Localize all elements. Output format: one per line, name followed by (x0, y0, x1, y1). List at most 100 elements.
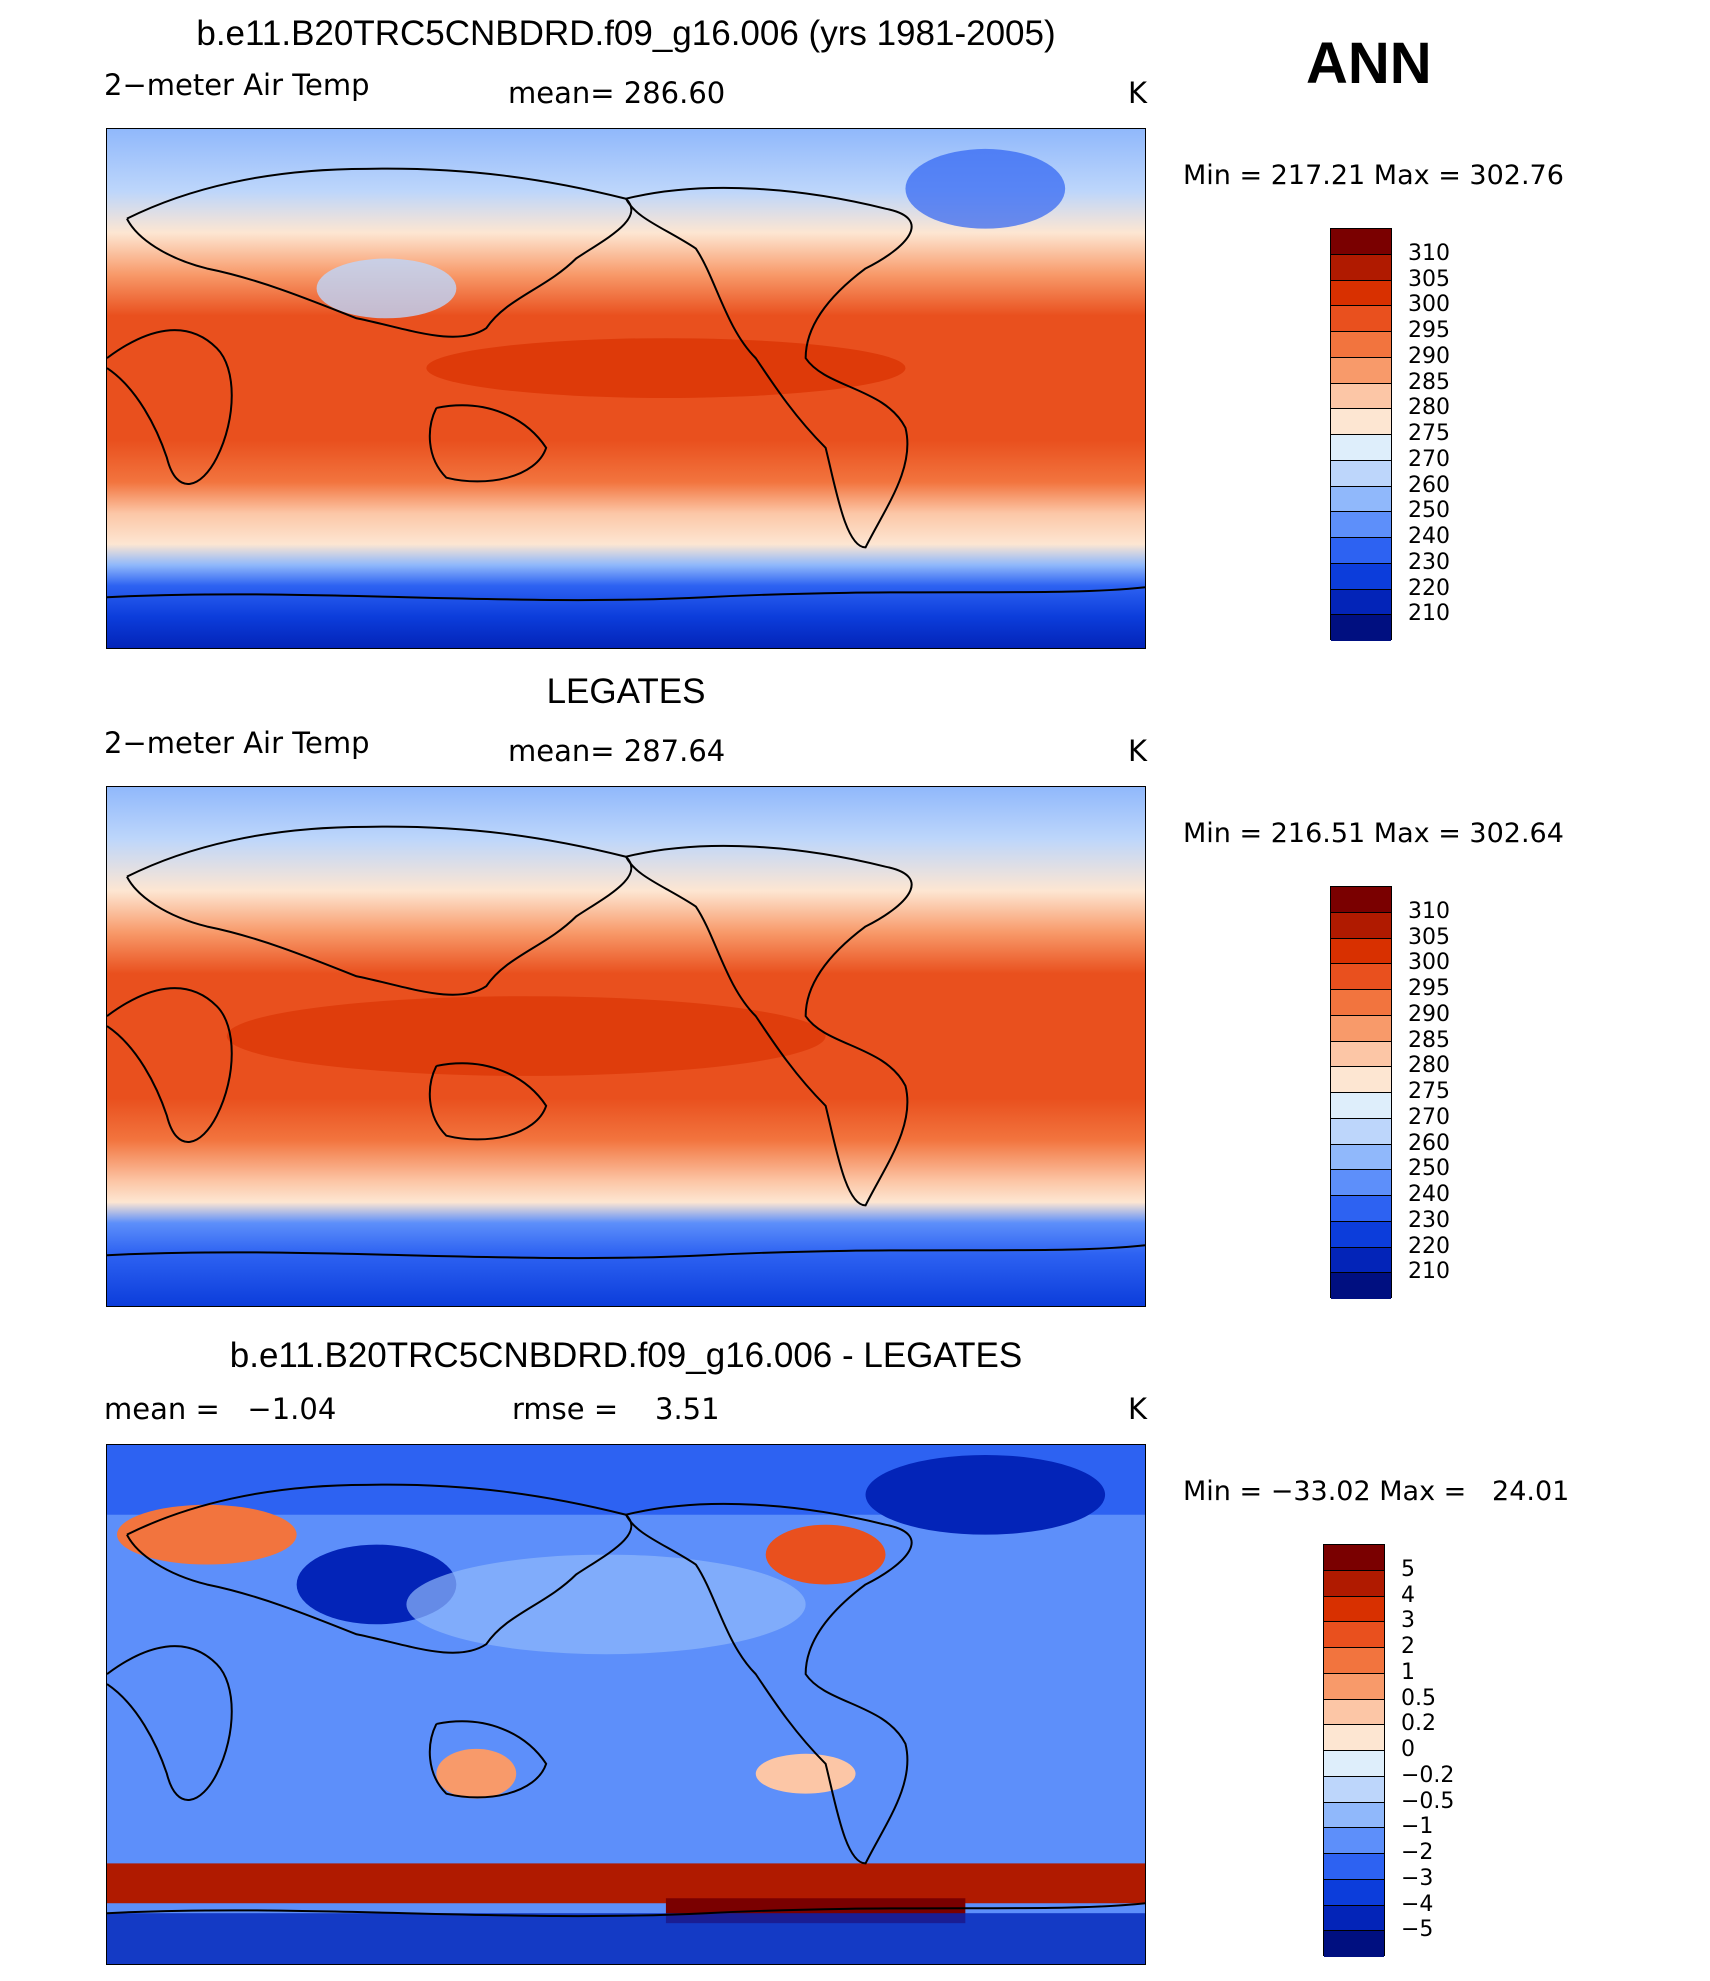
panel3-title: b.e11.B20TRC5CNBDRD.f09_g16.006 - LEGATE… (229, 1336, 1023, 1375)
panel2-colorbar-tick-label: 220 (1408, 1233, 1450, 1259)
panel3-pacific-warm (755, 1753, 856, 1794)
panel3-min-value: −33.02 (1270, 1476, 1371, 1507)
panel3-australia (436, 1748, 517, 1799)
panel3-min-label: Min (1183, 1476, 1231, 1507)
panel1-coastlines (107, 167, 1145, 602)
panel3-colorbar-swatch (1324, 1673, 1384, 1700)
panel2-colorbar-tick-label: 285 (1408, 1027, 1450, 1053)
panel3-colorbar-tick-label: −0.2 (1401, 1762, 1455, 1788)
panel3-colorbar-swatch (1324, 1879, 1384, 1906)
season-label: ANN (1306, 31, 1432, 96)
panel2-colorbar-swatch (1331, 887, 1391, 913)
panel1-colorbar-tick-label: 280 (1408, 395, 1450, 421)
panel1-max-label: Max (1373, 160, 1430, 191)
panel3-colorbar-swatch (1324, 1776, 1384, 1803)
panel3-coastlines (107, 1483, 1145, 1918)
panel3-colorbar-tick-label: 2 (1401, 1634, 1415, 1659)
panel1-colorbar-tick-label: 310 (1408, 240, 1450, 266)
panel1-colorbar-swatch (1331, 615, 1391, 641)
panel2-colorbar-tick-label: 270 (1408, 1104, 1450, 1130)
panel3-mean-value: −1.04 (247, 1392, 337, 1426)
panel2-colorbar-tick-label: 230 (1408, 1207, 1450, 1233)
panel2-variable: 2−meter Air Temp (104, 726, 370, 760)
panel3-colorbar-swatch (1324, 1699, 1384, 1726)
panel2-colorbar-tick-label: 250 (1408, 1156, 1450, 1182)
panel2-colorbar-swatch (1331, 990, 1391, 1016)
panel3-max-value: 24.01 (1492, 1476, 1570, 1507)
panel2-colorbar-swatch (1331, 912, 1391, 939)
panel1-mean-label: mean= (508, 76, 615, 110)
panel1-colorbar-swatch (1331, 435, 1391, 461)
panel3-colorbar-tick-label: −2 (1401, 1840, 1434, 1865)
panel1-mean-value: 286.60 (623, 76, 726, 110)
panel3-colorbar-tick-label: 0.5 (1401, 1685, 1436, 1711)
panel1-minmax: Min = 217.21 Max = 302.76 (1183, 160, 1564, 191)
panel3-max-label: Max (1379, 1476, 1436, 1507)
panel2-colorbar-tick-label: 210 (1408, 1259, 1450, 1285)
panel1-colorbar-swatch (1331, 306, 1391, 332)
panel3-colorbar-swatch (1324, 1622, 1384, 1648)
panel2-colorbar-tick-label: 280 (1408, 1053, 1450, 1079)
panel1-colorbar-swatch (1331, 538, 1391, 564)
panel3-minmax: Min = −33.02 Max = 24.01 (1183, 1476, 1570, 1507)
panel1-min-value: 217.21 (1270, 160, 1366, 191)
panel3-colorbar-swatch (1324, 1854, 1384, 1880)
panel1-colorbar-tick-label: 230 (1408, 549, 1450, 575)
panel1-colorbar-tick-label: 305 (1408, 266, 1450, 292)
panel3-colorbar-swatch (1324, 1828, 1384, 1854)
panel2-colorbar-swatch (1331, 1144, 1391, 1171)
panel1-colorbar-swatch (1331, 563, 1391, 590)
panel3-arctic-core (865, 1454, 1106, 1535)
panel2-title: LEGATES (546, 672, 706, 711)
panel1-colorbar-tick-label: 270 (1408, 446, 1450, 472)
panel3-colorbar-swatch (1324, 1570, 1384, 1597)
panel1-colorbar-tick-label: 275 (1408, 421, 1450, 446)
panel3-colorbar-swatch (1324, 1802, 1384, 1829)
panel3-rmse-label: rmse = (512, 1392, 619, 1426)
panel3-colorbar-tick-label: 4 (1401, 1582, 1415, 1608)
panel3-antarctic (107, 1913, 1145, 1964)
panel3-colorbar-tick-label: −1 (1401, 1814, 1434, 1840)
panel3-mean: mean = −1.04 (104, 1392, 336, 1426)
panel3-colorbar-tick-label: 0.2 (1401, 1711, 1436, 1737)
panel2-colorbar-swatch (1331, 1221, 1391, 1248)
panel1-colorbar-tick-label: 220 (1408, 575, 1450, 601)
panel1-colorbar-swatch (1331, 280, 1391, 307)
panel1-colorbar-tick-label: 250 (1408, 498, 1450, 524)
panel1-units: K (1128, 76, 1148, 110)
panel1-colorbar-tick-label: 260 (1408, 472, 1450, 498)
panel2-map (106, 786, 1146, 1307)
panel2-mean: mean= 287.64 (508, 734, 725, 768)
panel1-colorbar (1330, 228, 1392, 641)
panel1-colorbar-swatch (1331, 357, 1391, 384)
panel1-colorbar-tick-label: 285 (1408, 369, 1450, 395)
panel1-colorbar-swatch (1331, 512, 1391, 538)
panel3-map (106, 1444, 1146, 1965)
panel1-colorbar-swatch (1331, 409, 1391, 435)
panel1-colorbar-swatch (1331, 589, 1391, 616)
panel1-tibet (316, 258, 457, 319)
panel3-colorbar-tick-label: 1 (1401, 1659, 1415, 1685)
panel2-warmpool (226, 996, 826, 1076)
panel1-map (106, 128, 1146, 649)
panel3-colorbar-tick-label: −5 (1401, 1917, 1434, 1943)
panel2-colorbar-swatch (1331, 1093, 1391, 1119)
panel3-pacific (406, 1554, 806, 1655)
panel3-colorbar-swatch (1324, 1751, 1384, 1777)
panel1-colorbar-tick-label: 300 (1408, 292, 1450, 318)
panel3-colorbar (1323, 1544, 1385, 1957)
panel2-colorbar-tick-label: 305 (1408, 924, 1450, 950)
panel2-colorbar-swatch (1331, 1273, 1391, 1299)
panel3-southern-band (107, 1863, 1145, 1904)
panel3-colorbar-swatch (1324, 1905, 1384, 1932)
panel3-colorbar-tick-label: −4 (1401, 1891, 1434, 1917)
panel1-colorbar-swatch (1331, 254, 1391, 281)
panel2-colorbar-tick-label: 310 (1408, 898, 1450, 924)
panel1-mean: mean= 286.60 (508, 76, 725, 110)
panel2-colorbar (1330, 886, 1392, 1299)
panel3-colorbar-tick-label: −0.5 (1401, 1788, 1455, 1814)
panel2-colorbar-swatch (1331, 1118, 1391, 1145)
panel2-mean-value: 287.64 (623, 734, 726, 768)
panel1-variable: 2−meter Air Temp (104, 68, 370, 102)
panel2-min-label: Min (1183, 818, 1231, 849)
